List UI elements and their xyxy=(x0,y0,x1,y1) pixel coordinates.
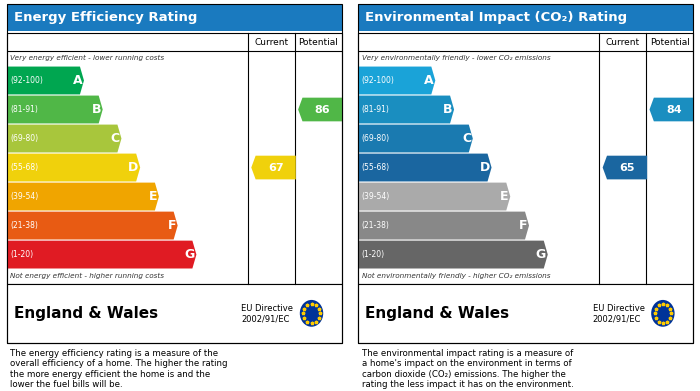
Text: (21-38): (21-38) xyxy=(10,221,38,230)
Polygon shape xyxy=(358,125,473,152)
Polygon shape xyxy=(358,183,510,210)
Text: (39-54): (39-54) xyxy=(362,192,390,201)
Text: England & Wales: England & Wales xyxy=(365,306,509,321)
Bar xyxy=(7,33,342,283)
Text: G: G xyxy=(185,248,195,261)
Text: F: F xyxy=(167,219,176,232)
Text: (39-54): (39-54) xyxy=(10,192,38,201)
Polygon shape xyxy=(358,154,491,181)
Polygon shape xyxy=(358,212,529,239)
Bar xyxy=(358,4,693,343)
Text: The energy efficiency rating is a measure of the
overall efficiency of a home. T: The energy efficiency rating is a measur… xyxy=(10,349,228,389)
Bar xyxy=(7,4,342,343)
Text: (81-91): (81-91) xyxy=(362,105,390,114)
Text: Environmental Impact (CO₂) Rating: Environmental Impact (CO₂) Rating xyxy=(365,11,627,24)
FancyBboxPatch shape xyxy=(358,4,693,32)
Polygon shape xyxy=(7,240,197,269)
Bar xyxy=(358,33,693,283)
Text: EU Directive
2002/91/EC: EU Directive 2002/91/EC xyxy=(593,304,645,323)
Circle shape xyxy=(300,300,323,327)
Text: (92-100): (92-100) xyxy=(10,76,43,85)
Circle shape xyxy=(651,300,675,327)
Text: Current: Current xyxy=(606,38,640,47)
Polygon shape xyxy=(251,156,296,179)
Text: Potential: Potential xyxy=(298,38,338,47)
Text: (55-68): (55-68) xyxy=(10,163,38,172)
Text: A: A xyxy=(424,74,434,87)
Text: Very environmentally friendly - lower CO₂ emissions: Very environmentally friendly - lower CO… xyxy=(362,55,550,61)
Text: Potential: Potential xyxy=(650,38,690,47)
FancyBboxPatch shape xyxy=(7,4,342,32)
Text: (1-20): (1-20) xyxy=(362,250,385,259)
Text: A: A xyxy=(73,74,83,87)
Text: D: D xyxy=(480,161,490,174)
Polygon shape xyxy=(298,98,342,121)
Text: Not energy efficient - higher running costs: Not energy efficient - higher running co… xyxy=(10,273,164,280)
Text: E: E xyxy=(149,190,158,203)
Text: Energy Efficiency Rating: Energy Efficiency Rating xyxy=(14,11,197,24)
Text: (69-80): (69-80) xyxy=(10,134,38,143)
Text: (81-91): (81-91) xyxy=(10,105,38,114)
Text: Very energy efficient - lower running costs: Very energy efficient - lower running co… xyxy=(10,55,164,61)
Text: 67: 67 xyxy=(268,163,284,172)
Text: (55-68): (55-68) xyxy=(362,163,390,172)
Polygon shape xyxy=(358,95,454,124)
Text: EU Directive
2002/91/EC: EU Directive 2002/91/EC xyxy=(241,304,293,323)
Text: 86: 86 xyxy=(315,104,330,115)
Text: B: B xyxy=(443,103,452,116)
Text: C: C xyxy=(111,132,120,145)
Text: (21-38): (21-38) xyxy=(362,221,390,230)
Text: (92-100): (92-100) xyxy=(362,76,395,85)
Text: B: B xyxy=(92,103,101,116)
Polygon shape xyxy=(358,240,548,269)
Polygon shape xyxy=(7,154,140,181)
Text: C: C xyxy=(462,132,471,145)
Polygon shape xyxy=(7,66,84,94)
Polygon shape xyxy=(7,125,121,152)
Text: The environmental impact rating is a measure of
a home's impact on the environme: The environmental impact rating is a mea… xyxy=(362,349,573,389)
Polygon shape xyxy=(650,98,694,121)
Text: 65: 65 xyxy=(620,163,635,172)
Bar xyxy=(7,283,342,343)
Text: (69-80): (69-80) xyxy=(362,134,390,143)
Text: D: D xyxy=(128,161,139,174)
Polygon shape xyxy=(358,66,435,94)
Text: (1-20): (1-20) xyxy=(10,250,34,259)
Polygon shape xyxy=(7,212,178,239)
Text: England & Wales: England & Wales xyxy=(14,306,158,321)
Text: 84: 84 xyxy=(666,104,682,115)
Polygon shape xyxy=(7,183,159,210)
Polygon shape xyxy=(603,156,648,179)
Text: Current: Current xyxy=(254,38,288,47)
Bar xyxy=(358,283,693,343)
Text: Not environmentally friendly - higher CO₂ emissions: Not environmentally friendly - higher CO… xyxy=(362,273,550,280)
Polygon shape xyxy=(7,95,103,124)
Text: G: G xyxy=(536,248,546,261)
Text: E: E xyxy=(500,190,509,203)
Text: F: F xyxy=(519,219,527,232)
